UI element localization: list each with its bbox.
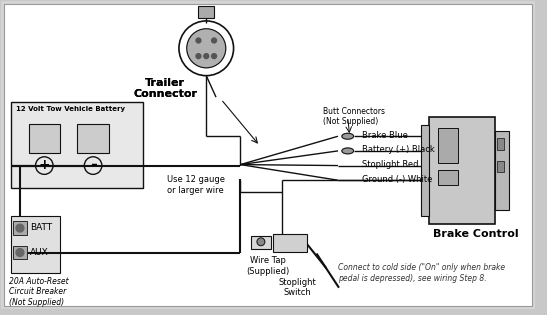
Text: +: + bbox=[38, 158, 50, 172]
Bar bbox=[429, 117, 495, 224]
Text: 12 Volt Tow Vehicle Battery: 12 Volt Tow Vehicle Battery bbox=[16, 106, 125, 112]
Text: Ground (-) White: Ground (-) White bbox=[362, 175, 433, 184]
Circle shape bbox=[212, 54, 217, 59]
Text: BATT: BATT bbox=[30, 223, 52, 232]
Bar bbox=[199, 6, 214, 18]
Text: Brake Control: Brake Control bbox=[433, 229, 519, 239]
Text: Battery (+) Black: Battery (+) Black bbox=[362, 146, 435, 154]
Bar bbox=[13, 246, 27, 259]
Circle shape bbox=[196, 38, 201, 43]
Text: AUX: AUX bbox=[30, 248, 49, 257]
Circle shape bbox=[257, 238, 265, 246]
Text: Stoplight
Switch: Stoplight Switch bbox=[278, 278, 316, 297]
Text: Use 12 gauge
or larger wire: Use 12 gauge or larger wire bbox=[167, 175, 225, 195]
Text: Wire Tap
(Supplied): Wire Tap (Supplied) bbox=[246, 256, 289, 276]
Bar bbox=[421, 124, 429, 216]
Text: Connect to cold side ("On" only when brake
pedal is depressed), see wiring Step : Connect to cold side ("On" only when bra… bbox=[338, 263, 505, 283]
Bar bbox=[495, 131, 509, 209]
Circle shape bbox=[187, 29, 226, 68]
Circle shape bbox=[16, 224, 24, 232]
Text: 20A Auto-Reset
Circuit Breaker
(Not Supplied): 20A Auto-Reset Circuit Breaker (Not Supp… bbox=[9, 277, 69, 307]
Bar bbox=[439, 129, 458, 163]
Text: -: - bbox=[90, 156, 96, 174]
Text: Brake Blue: Brake Blue bbox=[362, 131, 408, 140]
Circle shape bbox=[16, 249, 24, 256]
Bar bbox=[497, 161, 504, 172]
Bar bbox=[78, 123, 109, 153]
Bar bbox=[13, 221, 27, 235]
Ellipse shape bbox=[342, 133, 353, 139]
Bar bbox=[251, 236, 271, 249]
Ellipse shape bbox=[342, 148, 353, 154]
Bar bbox=[11, 102, 143, 188]
Bar bbox=[439, 170, 458, 185]
Text: Trailer
Connector: Trailer Connector bbox=[133, 77, 197, 99]
Text: Stoplight Red: Stoplight Red bbox=[362, 160, 419, 169]
Text: Butt Connectors
(Not Supplied): Butt Connectors (Not Supplied) bbox=[323, 107, 385, 126]
Bar bbox=[272, 234, 307, 252]
Circle shape bbox=[204, 54, 209, 59]
Bar bbox=[28, 123, 60, 153]
Bar bbox=[497, 138, 504, 150]
Circle shape bbox=[212, 38, 217, 43]
Circle shape bbox=[196, 54, 201, 59]
Text: Trailer
Connector: Trailer Connector bbox=[133, 77, 197, 99]
Bar bbox=[11, 216, 60, 273]
